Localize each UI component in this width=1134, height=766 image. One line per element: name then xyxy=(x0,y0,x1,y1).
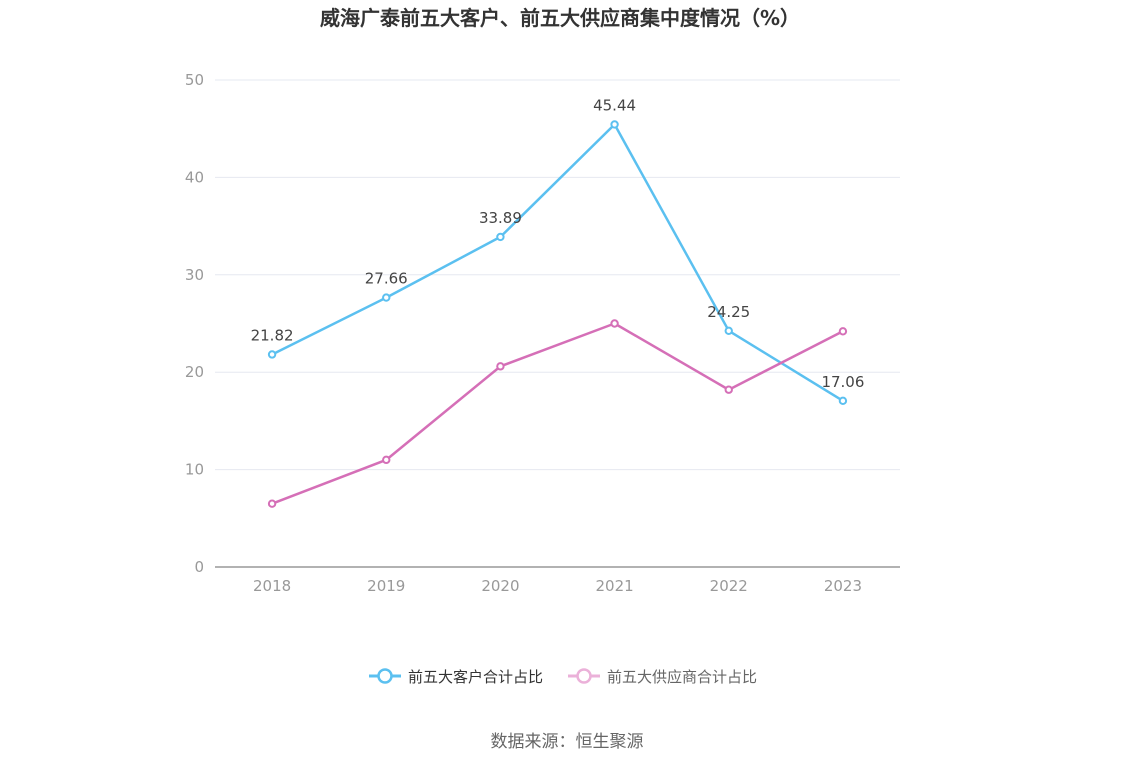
y-tick-label: 10 xyxy=(185,461,204,479)
x-tick-label: 2019 xyxy=(367,577,405,595)
legend-item[interactable]: 前五大客户合计占比 xyxy=(369,668,543,686)
data-label: 33.89 xyxy=(479,209,522,227)
series-line xyxy=(271,123,844,402)
data-label: 21.82 xyxy=(251,326,294,344)
data-point[interactable] xyxy=(610,319,619,328)
data-label: 24.25 xyxy=(707,303,750,321)
data-label: 27.66 xyxy=(365,270,408,288)
data-point[interactable] xyxy=(724,326,733,336)
x-tick-label: 2020 xyxy=(481,577,519,595)
series-1: 21.82 27.66 33.89 45.44 24.25 17.06 xyxy=(251,96,864,406)
data-point[interactable] xyxy=(382,293,391,302)
y-tick-label: 0 xyxy=(194,558,204,576)
data-label: 45.44 xyxy=(593,96,636,114)
chart-title: 威海广泰前五大客户、前五大供应商集中度情况（%） xyxy=(320,6,800,30)
legend-marker-icon xyxy=(576,668,592,684)
x-tick-label: 2021 xyxy=(595,577,633,595)
source-note: 数据来源：恒生聚源 xyxy=(491,732,644,752)
data-point[interactable] xyxy=(267,350,277,359)
series-line xyxy=(271,322,844,505)
x-axis: 2018 2019 2020 2021 2022 2023 xyxy=(253,577,862,595)
legend-label: 前五大客户合计占比 xyxy=(408,668,543,686)
legend-label: 前五大供应商合计占比 xyxy=(607,668,757,686)
legend-marker-icon xyxy=(377,668,393,684)
y-tick-label: 40 xyxy=(185,168,204,186)
data-point[interactable] xyxy=(382,455,391,465)
legend-item[interactable]: 前五大供应商合计占比 xyxy=(568,668,757,686)
data-point[interactable] xyxy=(267,499,277,508)
data-point[interactable] xyxy=(610,120,619,129)
series-group: 21.82 27.66 33.89 45.44 24.25 17.06 xyxy=(251,96,864,508)
y-tick-label: 20 xyxy=(185,363,204,381)
legend: 前五大客户合计占比 前五大供应商合计占比 xyxy=(369,668,757,686)
data-point[interactable] xyxy=(496,362,505,371)
y-tick-label: 30 xyxy=(185,266,204,284)
x-tick-label: 2022 xyxy=(710,577,748,595)
grid-lines xyxy=(215,79,900,471)
data-point[interactable] xyxy=(724,385,733,394)
x-tick-label: 2018 xyxy=(253,577,291,595)
data-point[interactable] xyxy=(838,396,848,406)
series-2 xyxy=(267,319,848,508)
x-tick-label: 2023 xyxy=(824,577,862,595)
data-point[interactable] xyxy=(496,232,505,242)
data-point[interactable] xyxy=(838,327,848,336)
data-label: 17.06 xyxy=(821,373,864,391)
y-axis: 0 10 20 30 40 50 xyxy=(185,71,204,576)
y-tick-label: 50 xyxy=(185,71,204,89)
